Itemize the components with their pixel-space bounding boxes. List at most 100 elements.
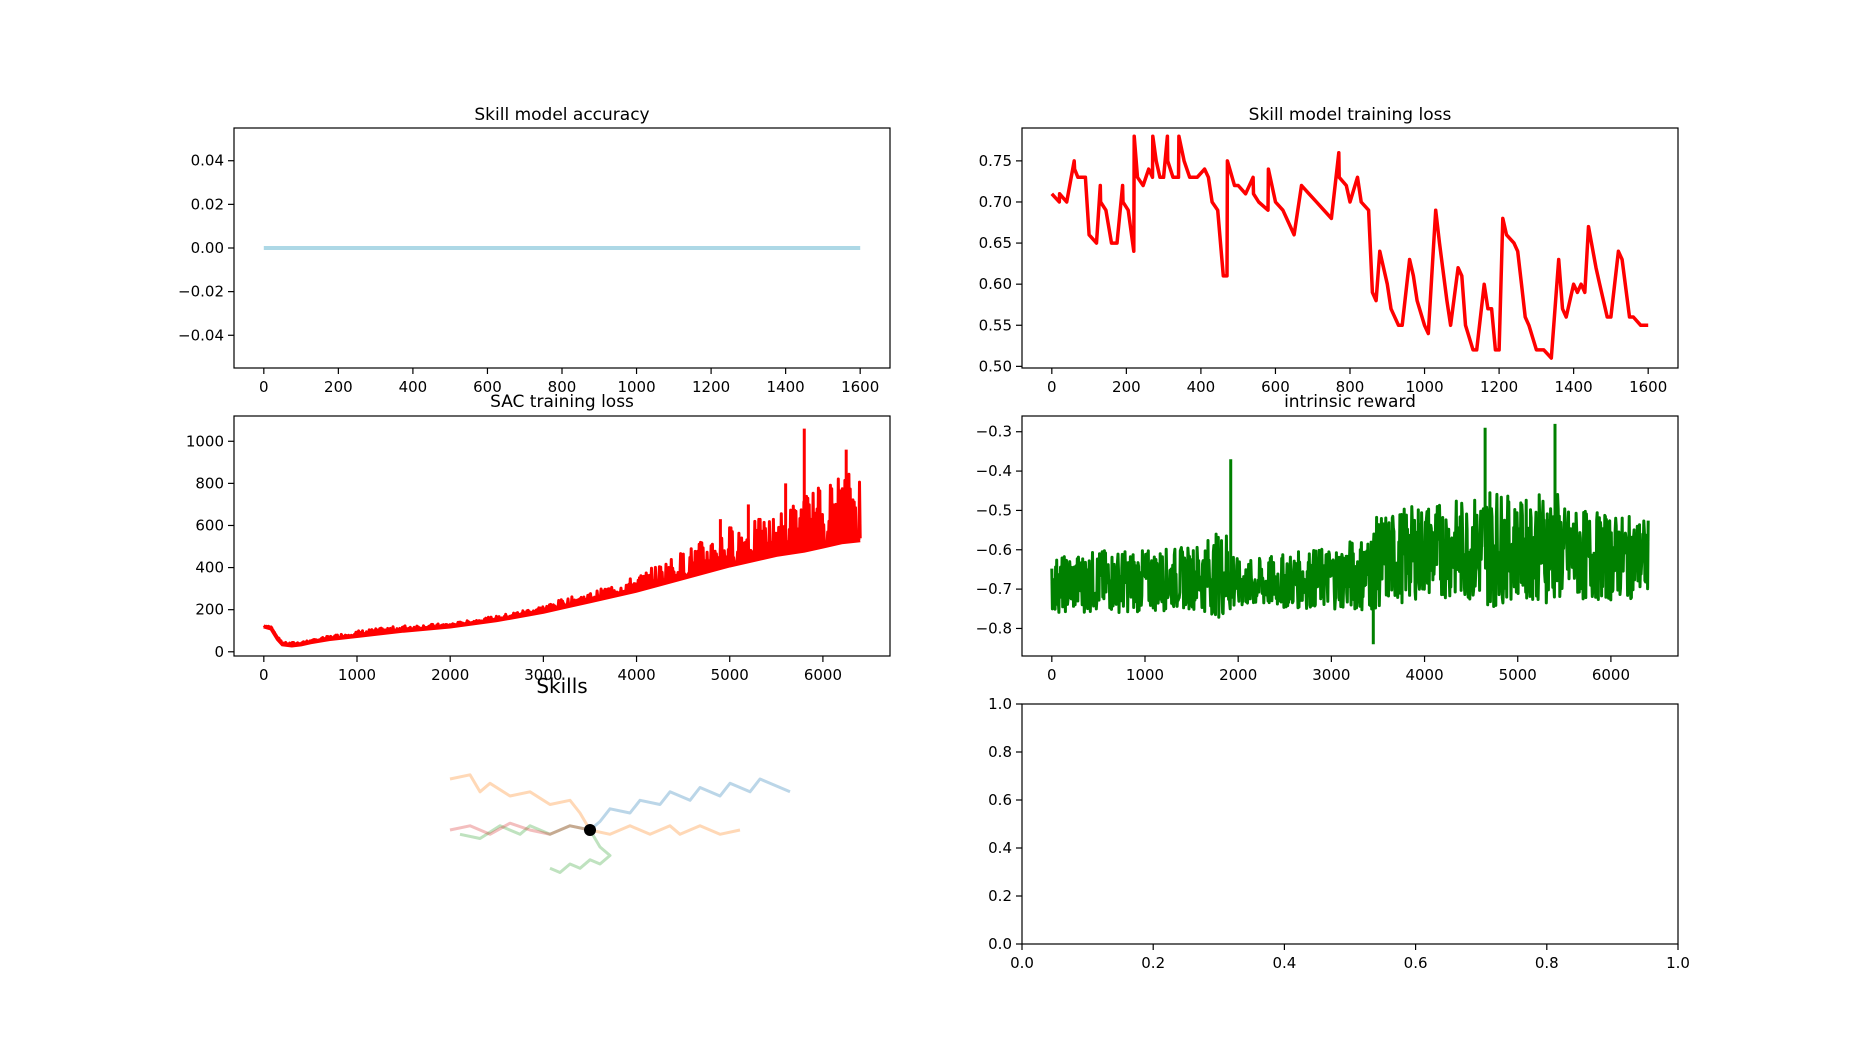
- series-trend-line: [263, 538, 861, 648]
- y-tick-label: 0.65: [979, 234, 1012, 252]
- x-tick-label: 1.0: [1666, 954, 1690, 972]
- x-tick-label: 4000: [1405, 666, 1443, 684]
- skills-panel: Skills: [449, 674, 791, 874]
- sac-training-loss-marks: [262, 428, 862, 648]
- intrinsic-reward-ticks: 0 1000 2000 3000 4000 5000 6000 −0.8 −0.7 −0.6 −0.…: [976, 423, 1630, 684]
- y-tick-label: 0.2: [988, 887, 1012, 905]
- series-line: [1050, 491, 1650, 619]
- x-tick-label: 1400: [767, 378, 805, 396]
- y-tick-label: 600: [195, 516, 224, 534]
- x-tick-label: 200: [324, 378, 353, 396]
- x-tick-label: 1200: [1480, 378, 1518, 396]
- y-tick-label: 0.00: [191, 239, 224, 257]
- sac-training-loss-frame: [233, 415, 891, 657]
- skill-model-training-loss-frame: [1021, 127, 1679, 369]
- skill-trajectory-line: [459, 824, 591, 840]
- x-tick-label: 0.0: [1010, 954, 1034, 972]
- x-tick-label: 600: [1261, 378, 1290, 396]
- x-tick-label: 400: [399, 378, 428, 396]
- y-tick-label: −0.4: [976, 462, 1012, 480]
- y-tick-label: −0.04: [178, 326, 224, 344]
- y-tick-label: 0.04: [191, 152, 224, 170]
- skill-trajectory-line: [549, 829, 612, 874]
- intrinsic-reward-marks: [1050, 423, 1650, 645]
- y-tick-label: 0.4: [988, 839, 1012, 857]
- x-tick-label: 1600: [841, 378, 879, 396]
- y-tick-label: −0.6: [976, 541, 1012, 559]
- y-tick-label: 400: [195, 559, 224, 577]
- x-tick-label: 800: [548, 378, 577, 396]
- x-tick-label: 1200: [692, 378, 730, 396]
- x-tick-label: 6000: [1592, 666, 1630, 684]
- x-tick-label: 0: [1047, 666, 1057, 684]
- y-tick-label: 0.6: [988, 791, 1012, 809]
- y-tick-label: −0.02: [178, 283, 224, 301]
- skill-trajectory-line: [449, 821, 591, 836]
- y-tick-label: 0: [214, 643, 224, 661]
- skill-trajectory-line: [589, 777, 791, 832]
- x-tick-label: 3000: [524, 666, 562, 684]
- x-tick-label: 400: [1187, 378, 1216, 396]
- x-tick-label: 2000: [1219, 666, 1257, 684]
- x-tick-label: 1000: [1405, 378, 1443, 396]
- skill-model-training-loss-title: Skill model training loss: [1249, 105, 1452, 125]
- y-tick-label: 800: [195, 474, 224, 492]
- skill-model-accuracy-ticks: 0 200 400 600 800 1000 1200 1400 1600 −0.04 −0.02 0…: [178, 152, 879, 396]
- empty-axes-frame: [1021, 703, 1679, 945]
- y-tick-label: 1.0: [988, 695, 1012, 713]
- x-tick-label: 200: [1112, 378, 1141, 396]
- origin-marker: [584, 824, 596, 836]
- skills-trajectories: [449, 773, 791, 874]
- x-tick-label: 0.8: [1535, 954, 1559, 972]
- skills-title: Skills: [536, 674, 587, 698]
- x-tick-label: 1000: [617, 378, 655, 396]
- x-tick-label: 0.2: [1141, 954, 1165, 972]
- x-tick-label: 1600: [1629, 378, 1667, 396]
- y-tick-label: 0.75: [979, 152, 1012, 170]
- empty-axes-ticks: 0.0 0.2 0.4 0.6 0.8 1.0 0.0 0.2 0.4 0.6 0.8 1.0: [988, 695, 1690, 972]
- skill-model-accuracy-title: Skill model accuracy: [474, 105, 649, 125]
- y-tick-label: 1000: [186, 432, 224, 450]
- y-tick-label: 0.50: [979, 357, 1012, 375]
- series-line: [262, 472, 862, 647]
- intrinsic-reward-title: intrinsic reward: [1284, 392, 1416, 412]
- skill-model-accuracy-panel: Skill model accuracy 0 200 400 600 800 1000 12…: [178, 105, 891, 396]
- x-tick-label: 0: [1047, 378, 1057, 396]
- y-tick-label: 0.60: [979, 275, 1012, 293]
- y-tick-label: −0.7: [976, 580, 1012, 598]
- x-tick-label: 6000: [804, 666, 842, 684]
- sac-training-loss-panel: SAC training loss 0 1000 2000 3000 4000 5000 6…: [186, 392, 891, 684]
- x-tick-label: 1400: [1555, 378, 1593, 396]
- sac-training-loss-title: SAC training loss: [490, 392, 634, 412]
- x-tick-label: 0: [259, 666, 269, 684]
- intrinsic-reward-frame: [1021, 415, 1679, 657]
- skill-trajectory-line: [449, 773, 592, 831]
- y-tick-label: 0.55: [979, 316, 1012, 334]
- x-tick-label: 5000: [711, 666, 749, 684]
- x-tick-label: 4000: [617, 666, 655, 684]
- skill-model-training-loss-panel: Skill model training loss 0 200 400 600 800 1…: [979, 105, 1679, 396]
- y-tick-label: 0.8: [988, 743, 1012, 761]
- skill-model-training-loss-ticks: 0 200 400 600 800 1000 1200 1400 1600 0.50 0.55 0.6…: [979, 152, 1668, 396]
- y-tick-label: −0.8: [976, 619, 1012, 637]
- x-tick-label: 1000: [1126, 666, 1164, 684]
- y-tick-label: −0.3: [976, 423, 1012, 441]
- x-tick-label: 0.4: [1272, 954, 1296, 972]
- x-tick-label: 2000: [431, 666, 469, 684]
- x-tick-label: 0: [259, 378, 269, 396]
- intrinsic-reward-panel: intrinsic reward 0 1000 2000 3000 4000 5000 60…: [976, 392, 1679, 684]
- x-tick-label: 600: [473, 378, 502, 396]
- y-tick-label: 0.0: [988, 935, 1012, 953]
- empty-axes-panel: 0.0 0.2 0.4 0.6 0.8 1.0 0.0 0.2 0.4 0.6 0.8 1.0: [988, 695, 1690, 972]
- y-tick-label: 0.70: [979, 193, 1012, 211]
- x-tick-label: 3000: [1312, 666, 1350, 684]
- skill-trajectory-line: [589, 824, 741, 836]
- y-tick-label: −0.5: [976, 501, 1012, 519]
- x-tick-label: 5000: [1499, 666, 1537, 684]
- y-tick-label: 0.02: [191, 195, 224, 213]
- x-tick-label: 1000: [338, 666, 376, 684]
- sac-training-loss-ticks: 0 1000 2000 3000 4000 5000 6000 0 200 400 600 800 10…: [186, 432, 842, 684]
- y-tick-label: 200: [195, 601, 224, 619]
- series-line: [1050, 134, 1649, 360]
